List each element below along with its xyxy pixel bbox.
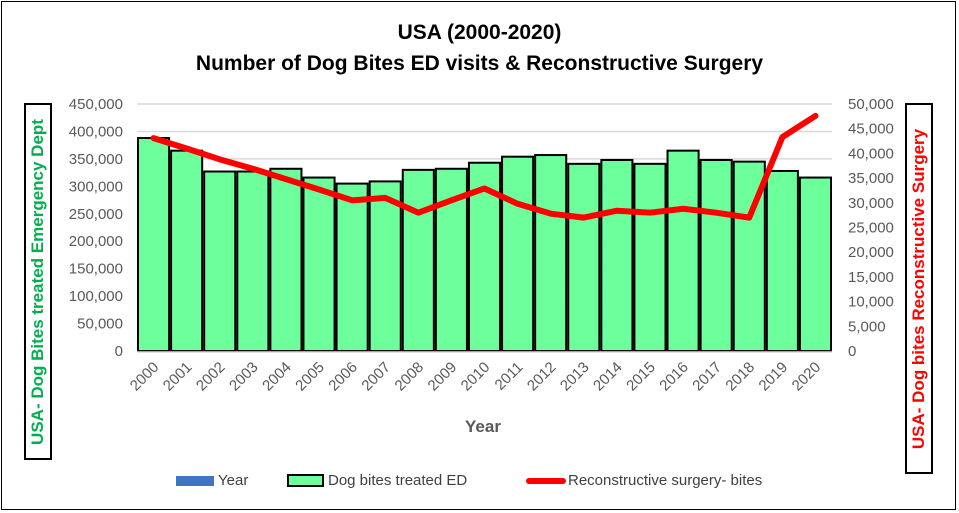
x-tick-label: 2009 — [425, 359, 461, 395]
y-axis-left-label-box: USA- Dog Bites treated Emergency Dept — [24, 103, 52, 460]
legend-swatch-year — [176, 475, 214, 486]
bar-2012 — [534, 154, 568, 352]
bar-2015 — [633, 162, 667, 352]
x-tick-label: 2016 — [656, 359, 692, 395]
y2-tick-label: 30,000 — [848, 195, 894, 212]
y2-tick-label: 45,000 — [848, 121, 894, 138]
y2-tick-label: 10,000 — [848, 294, 894, 311]
legend: Year Dog bites treated ED Reconstructive… — [0, 472, 959, 492]
y2-tick-label: 50,000 — [848, 96, 894, 113]
y2-tick-label: 0 — [848, 343, 856, 360]
x-tick-label: 2015 — [623, 359, 659, 395]
bar-2014 — [600, 158, 634, 352]
x-tick-label: 2011 — [492, 359, 527, 394]
bar-2006 — [335, 182, 369, 352]
x-tick-label: 2013 — [557, 359, 593, 395]
y-tick-label: 400,000 — [69, 123, 123, 140]
y-axis-right-label-box: USA- Dog bites Reconstructive Surgery — [905, 103, 933, 474]
bar-2002 — [203, 170, 237, 352]
x-tick-label: 2002 — [193, 359, 229, 395]
y-tick-label: 150,000 — [69, 261, 123, 278]
legend-label-ed: Dog bites treated ED — [328, 472, 468, 489]
x-tick-label: 2019 — [756, 359, 792, 395]
y-tick-label: 0 — [115, 343, 123, 360]
y-tick-label: 100,000 — [69, 288, 123, 305]
x-tick-label: 2018 — [722, 359, 758, 395]
bar-2011 — [501, 155, 535, 352]
bar-2017 — [699, 158, 733, 352]
bar-2003 — [236, 170, 270, 352]
y-tick-label: 250,000 — [69, 206, 123, 223]
bar-2013 — [567, 162, 601, 352]
x-tick-label: 2008 — [392, 359, 428, 395]
y-tick-label: 200,000 — [69, 233, 123, 250]
legend-label-year: Year — [218, 472, 249, 489]
legend-item-ed: Dog bites treated ED — [287, 472, 467, 489]
legend-item-year: Year — [176, 472, 248, 489]
x-tick-label: 2003 — [226, 359, 262, 395]
bar-2019 — [765, 169, 799, 352]
chart-subtitle: Number of Dog Bites ED visits & Reconstr… — [195, 52, 764, 75]
x-tick-label: 2012 — [524, 359, 560, 395]
y-tick-label: 450,000 — [69, 96, 123, 113]
legend-item-surgery: Reconstructive surgery- bites — [526, 472, 762, 489]
x-tick-label: 2007 — [358, 359, 394, 395]
x-tick-label: 2017 — [689, 359, 725, 395]
y2-tick-label: 15,000 — [848, 269, 894, 286]
y-tick-label: 350,000 — [69, 151, 123, 168]
x-tick-label: 2020 — [789, 359, 825, 395]
y2-tick-label: 20,000 — [848, 244, 894, 261]
y-tick-label: 50,000 — [77, 316, 123, 333]
bar-2005 — [302, 176, 336, 352]
legend-swatch-surgery — [526, 477, 566, 484]
y2-tick-label: 5,000 — [848, 318, 886, 335]
bar-2008 — [401, 168, 435, 352]
y-tick-label: 300,000 — [69, 178, 123, 195]
x-axis-label: Year — [465, 417, 501, 436]
x-tick-label: 2000 — [127, 359, 163, 395]
y2-tick-label: 25,000 — [848, 220, 894, 237]
bar-2007 — [368, 180, 402, 352]
bar-2016 — [666, 149, 700, 352]
x-tick-label: 2005 — [292, 359, 328, 395]
legend-swatch-ed — [287, 474, 324, 487]
bar-2001 — [170, 149, 204, 352]
x-tick-label: 2004 — [259, 359, 295, 395]
x-tick-label: 2010 — [458, 359, 494, 395]
legend-label-surgery: Reconstructive surgery- bites — [568, 472, 763, 489]
y2-tick-label: 40,000 — [848, 145, 894, 162]
x-tick-label: 2001 — [160, 359, 196, 395]
x-tick-label: 2014 — [590, 359, 626, 395]
bar-2004 — [269, 167, 303, 352]
bar-2000 — [137, 137, 171, 352]
chart-title: USA (2000-2020) — [397, 21, 562, 44]
x-tick-label: 2006 — [325, 359, 361, 395]
bar-2020 — [798, 176, 833, 352]
y2-tick-label: 35,000 — [848, 170, 894, 187]
